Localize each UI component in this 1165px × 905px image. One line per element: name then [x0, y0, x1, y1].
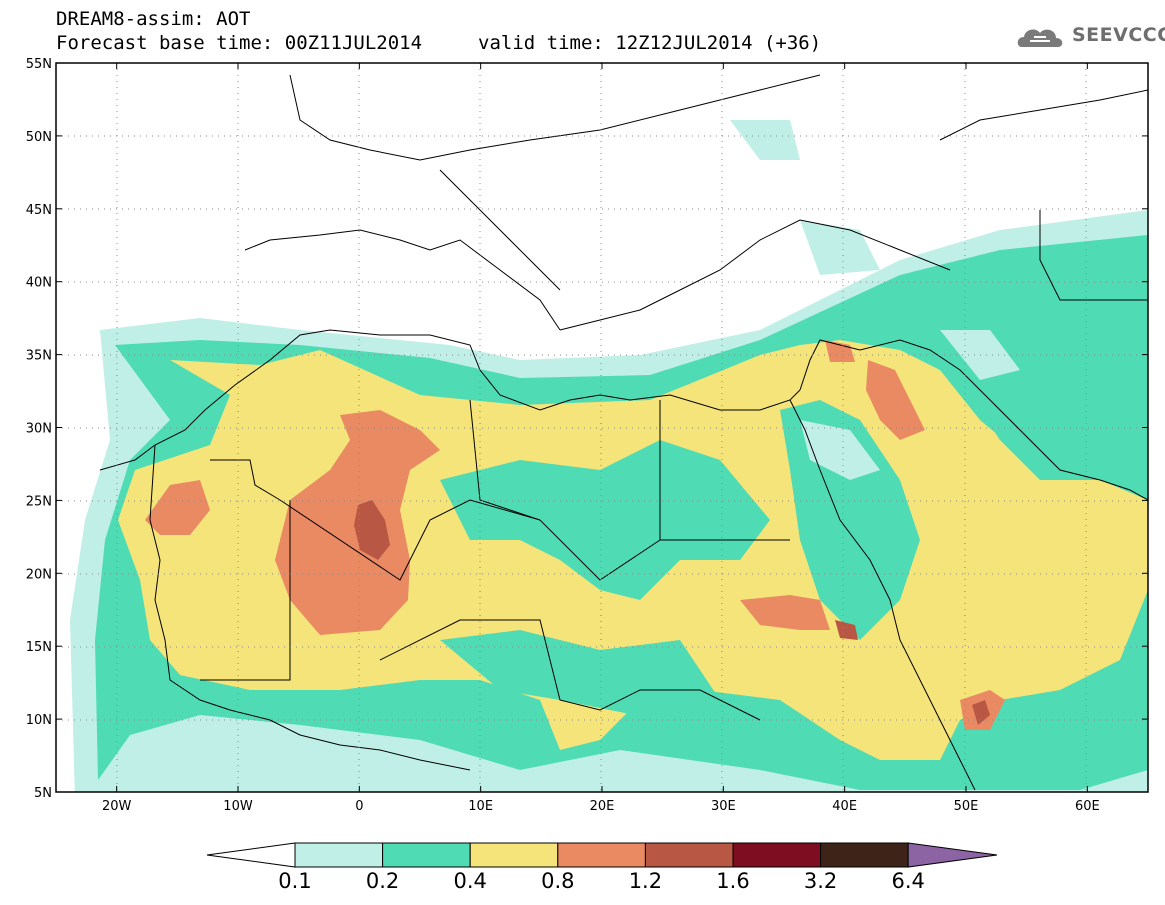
lon-label: 50E [954, 799, 979, 814]
colorbar-box [382, 842, 471, 868]
colorbar-box [557, 842, 646, 868]
aot-field [56, 63, 1148, 792]
aot-contour-0.8-mauritania [145, 480, 210, 535]
aot-contour-0.8-iraq [825, 340, 925, 440]
cloud-logo-icon [1017, 29, 1063, 47]
colorbar-label: 3.2 [804, 869, 837, 893]
coastlines [99, 74, 1148, 791]
valid-time: valid time: 12Z12JUL2014 (+36) [478, 32, 822, 54]
aot-patch-0.1-arabia [800, 330, 1020, 480]
colorbar-label: 0.2 [366, 869, 399, 893]
lon-label: 10E [468, 799, 493, 814]
colorbar-box [732, 842, 822, 868]
aot-contour-0.1-north [730, 120, 880, 275]
lon-label: 10W [223, 799, 253, 814]
colorbar-over-triangle [907, 842, 998, 868]
aot-contour-1.2-sahara [354, 500, 390, 560]
lat-label: 20N [26, 567, 52, 582]
colorbar-box [294, 842, 384, 868]
axis-ticks: 20W 10W 0 10E 20E 30E 40E 50E 60E 55N 50N 45N 40N 35N… [26, 57, 1148, 814]
map-title: DREAM8-assim: AOT [56, 8, 251, 30]
aot-patch-0.2-central [440, 440, 770, 600]
colorbar-under-triangle [206, 842, 296, 868]
lat-label: 55N [26, 57, 52, 72]
lon-label: 60E [1075, 799, 1100, 814]
lat-label: 40N [26, 276, 52, 291]
lat-label: 10N [26, 713, 52, 728]
lat-label: 50N [26, 130, 52, 145]
colorbar-box [644, 842, 734, 868]
colorbar: 0.1 0.2 0.4 0.8 1.2 1.6 3.2 6.4 [206, 842, 998, 893]
forecast-base-time: Forecast base time: 00Z11JUL2014 [56, 32, 423, 54]
lat-label: 15N [26, 640, 52, 655]
grid [56, 63, 1148, 792]
lat-label: 45N [26, 203, 52, 218]
colorbar-label: 1.2 [629, 869, 662, 893]
colorbar-label: 0.8 [541, 869, 574, 893]
aot-contour-1.2-eritrea [835, 620, 858, 640]
lat-label: 30N [26, 422, 52, 437]
aot-patch-0.2-sahel [440, 630, 720, 720]
colorbar-label: 0.4 [453, 869, 486, 893]
lon-label: 0 [355, 799, 363, 814]
colorbar-box [820, 842, 909, 868]
lon-label: 20E [590, 799, 615, 814]
lon-label: 30E [711, 799, 736, 814]
lon-label: 40E [832, 799, 857, 814]
colorbar-label: 1.6 [716, 869, 749, 893]
colorbar-label: 6.4 [891, 869, 924, 893]
colorbar-label: 0.1 [278, 869, 311, 893]
lon-label: 20W [102, 799, 132, 814]
lat-label: 35N [26, 349, 52, 364]
lat-label: 25N [26, 494, 52, 509]
colorbar-box [469, 842, 559, 868]
aot-contour-0.8-sudan [740, 595, 830, 630]
logo-text: SEEVCCC [1072, 24, 1165, 46]
lat-label: 5N [34, 786, 52, 801]
aot-contour-1.2-somalia [972, 700, 990, 725]
